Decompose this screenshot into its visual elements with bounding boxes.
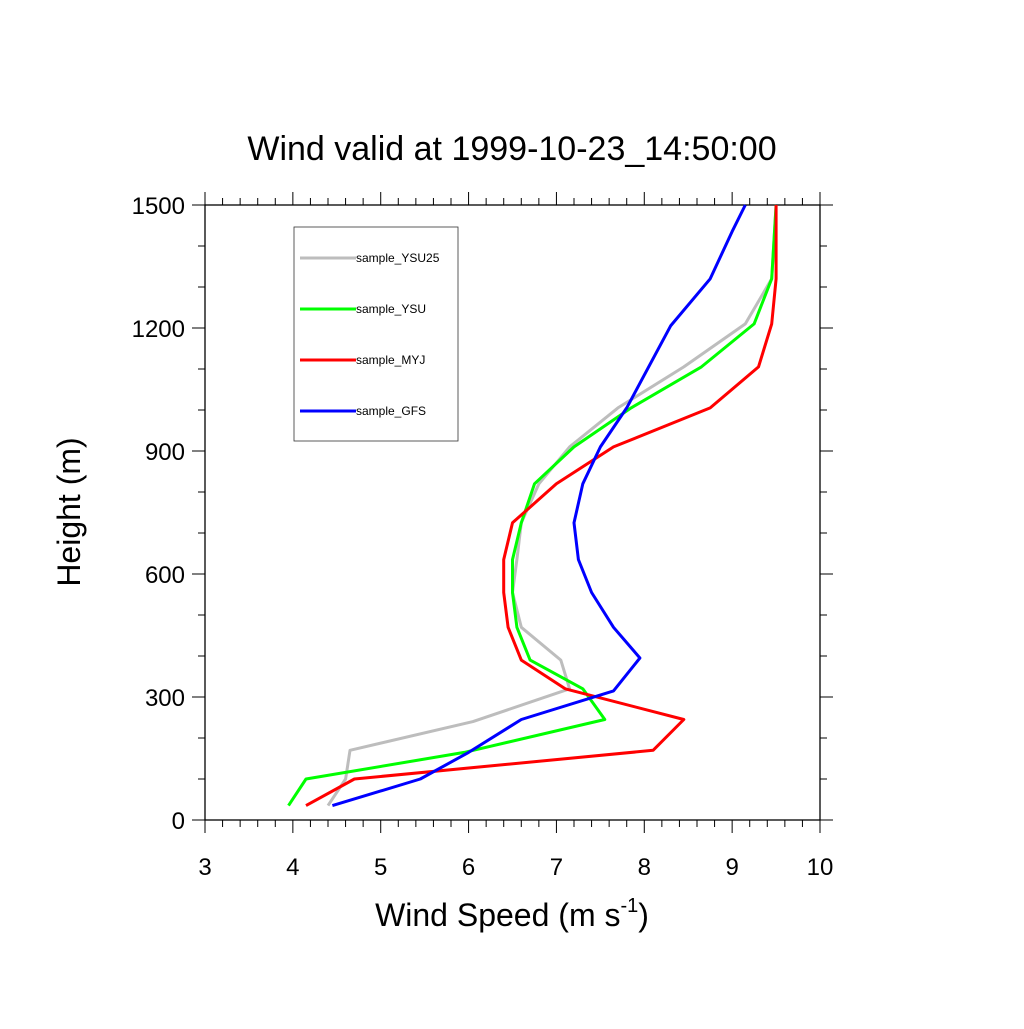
x-tick-label: 9 [725, 854, 738, 881]
y-tick-label: 300 [145, 685, 185, 712]
x-axis-label: Wind Speed (m s-1) [375, 895, 649, 933]
legend-label: sample_YSU [356, 302, 426, 316]
x-tick-label: 7 [550, 854, 563, 881]
series-line-sample_YSU25 [326, 204, 778, 807]
chart-title: Wind valid at 1999-10-23_14:50:00 [247, 130, 776, 168]
x-tick-label: 4 [286, 854, 299, 881]
y-tick-label: 1500 [132, 193, 185, 220]
legend-label: sample_YSU25 [356, 251, 440, 265]
y-axis-label: Height (m) [51, 437, 87, 586]
x-tick-label: 6 [462, 854, 475, 881]
plot-area: 3 4 5 6 7 8 9 10 0 300 600 900 1200 1500 sample_YSU25s… [132, 192, 834, 881]
series-line-sample_MYJ [305, 205, 778, 807]
x-tick-label: 8 [638, 854, 651, 881]
y-tick-label: 1200 [132, 316, 185, 343]
legend-label: sample_GFS [356, 404, 426, 418]
x-tick-label: 3 [198, 854, 211, 881]
legend-label: sample_MYJ [356, 353, 425, 367]
series-line-sample_GFS [331, 204, 747, 808]
plot-frame [204, 204, 821, 821]
legend-box [293, 226, 459, 442]
y-tick-label: 900 [145, 439, 185, 466]
y-tick-label: 0 [172, 808, 185, 835]
y-tick-label: 600 [145, 562, 185, 589]
x-tick-label: 10 [807, 854, 834, 881]
series-line-sample_YSU [287, 204, 778, 807]
x-tick-label: 5 [374, 854, 387, 881]
